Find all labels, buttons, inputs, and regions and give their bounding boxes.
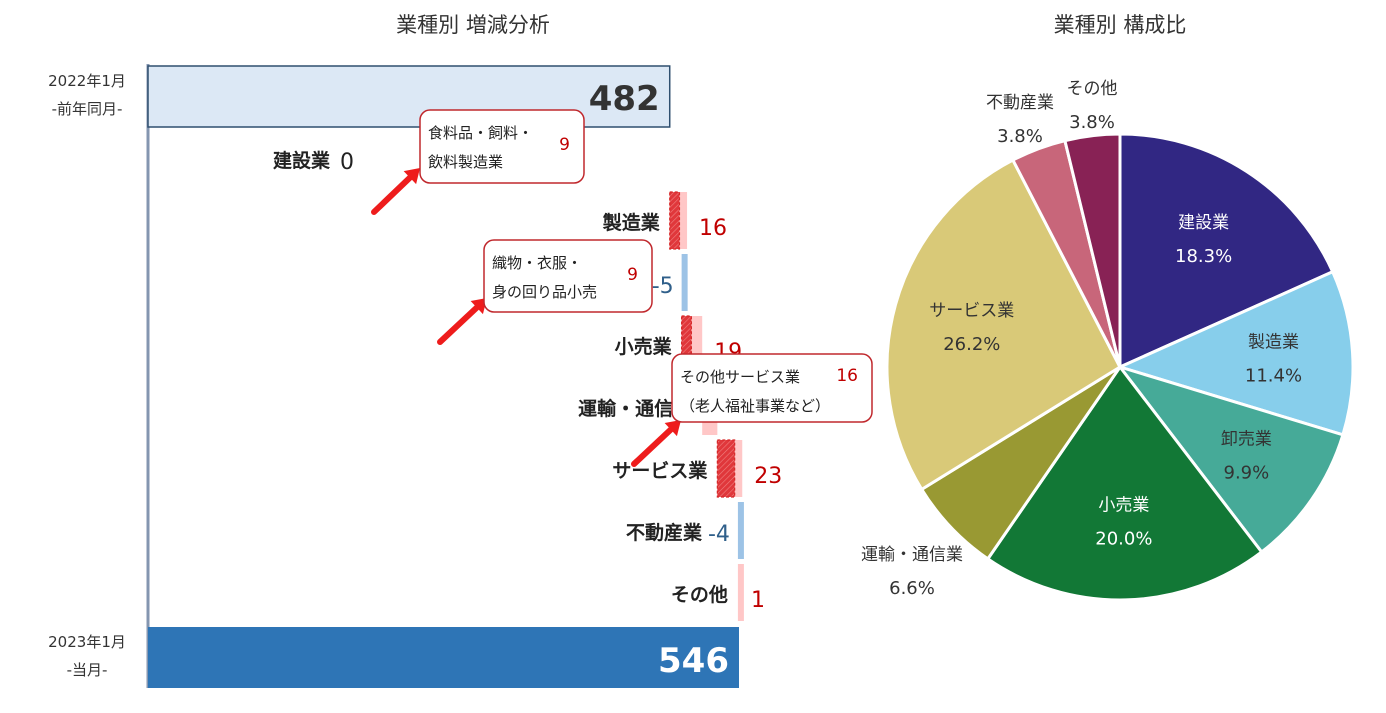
waterfall-chart: 4822022年1月-前年同月-5462023年1月-当月-建設業0製造業16卸… [48, 64, 873, 688]
pie-slice-1 [1115, 269, 1355, 437]
pie-chart: 建設業 18.3% 製造業 11.4% 卸売業 9.9% 小売業 20.0% 運輸・通信業 6.6… [861, 79, 1355, 602]
callout-arrowhead-0 [403, 168, 420, 185]
callout-arrowhead-2 [664, 420, 681, 437]
pie-label-3: 小売業 [1098, 496, 1149, 516]
callout-arrowhead-1 [470, 298, 487, 315]
pie-label-2: 卸売業 [1221, 430, 1272, 450]
end-value-label: 546 [658, 641, 729, 681]
waterfall-title: 業種別 増減分析 [396, 13, 550, 37]
category-label-0: 建設業 [273, 149, 331, 172]
category-label-1: 製造業 [602, 211, 661, 234]
end-bar [148, 627, 739, 688]
callout-box-0 [419, 109, 585, 184]
pie-value-5: 26.2% [943, 334, 1000, 355]
change-bar-6 [737, 502, 744, 559]
pie-label-4: 運輸・通信業 [861, 545, 963, 565]
change-value-label-5: 23 [754, 464, 782, 489]
callout-line1-1: 織物・衣服・ [492, 254, 582, 272]
change-value-label-6: -4 [708, 522, 730, 547]
callout-value-0: 9 [559, 135, 570, 155]
pie-label-5: サービス業 [929, 301, 1014, 321]
change-value-label-1: 16 [699, 216, 727, 241]
callout-line2-1: 身の回り品小売 [492, 283, 597, 301]
pie-label-6: 不動産業 [986, 93, 1054, 113]
pie-slice-5 [885, 158, 1122, 492]
category-label-7: その他 [671, 583, 728, 606]
pie-title: 業種別 構成比 [1054, 13, 1187, 37]
callout-line1-0: 食料品・飼料・ [428, 124, 533, 142]
callout-arrow-0 [371, 174, 413, 215]
start-period-label: 2022年1月 [48, 72, 126, 90]
highlight-bar-1 [669, 191, 681, 250]
end-period-sublabel: -当月- [67, 661, 108, 679]
callout-line2-0: 飲料製造業 [428, 153, 503, 171]
callout-line1-2: その他サービス業 [680, 368, 800, 386]
change-value-label-7: 1 [751, 588, 765, 613]
start-value-label: 482 [589, 79, 660, 119]
pie-value-7: 3.8% [1069, 112, 1115, 133]
pie-slice-3 [985, 364, 1264, 602]
change-value-label-0: 0 [340, 150, 354, 175]
category-label-5: サービス業 [612, 459, 708, 482]
callout-arrow-2 [631, 426, 674, 467]
change-bar-7 [737, 564, 744, 621]
callout-value-1: 9 [627, 265, 638, 285]
pie-value-2: 9.9% [1224, 463, 1270, 484]
callout-arrow-1 [437, 304, 480, 345]
callout-line2-2: （老人福祉事業など） [680, 397, 830, 415]
callout-box-2 [671, 353, 873, 423]
start-period-sublabel: -前年同月- [52, 100, 123, 118]
pie-value-4: 6.6% [889, 578, 935, 599]
pie-slice-7 [1063, 132, 1122, 368]
pie-label-0: 建設業 [1178, 213, 1229, 233]
callout-value-2: 16 [836, 366, 858, 386]
category-label-3: 小売業 [615, 335, 673, 358]
callout-box-1 [483, 239, 653, 313]
change-bar-2 [681, 254, 688, 311]
pie-label-1: 製造業 [1248, 332, 1299, 352]
pie-value-1: 11.4% [1245, 365, 1302, 386]
highlight-bar-5 [716, 439, 736, 498]
category-label-4: 運輸・通信業 [578, 397, 693, 420]
pie-slice-0 [1118, 132, 1335, 370]
pie-value-6: 3.8% [997, 126, 1043, 147]
pie-label-7: その他 [1067, 79, 1118, 99]
pie-value-3: 20.0% [1095, 529, 1152, 550]
category-label-6: 不動産業 [626, 521, 703, 544]
pie-slice-2 [1115, 364, 1345, 555]
change-value-label-2: -5 [652, 274, 674, 299]
pie-value-0: 18.3% [1175, 246, 1232, 267]
end-period-label: 2023年1月 [48, 633, 126, 651]
